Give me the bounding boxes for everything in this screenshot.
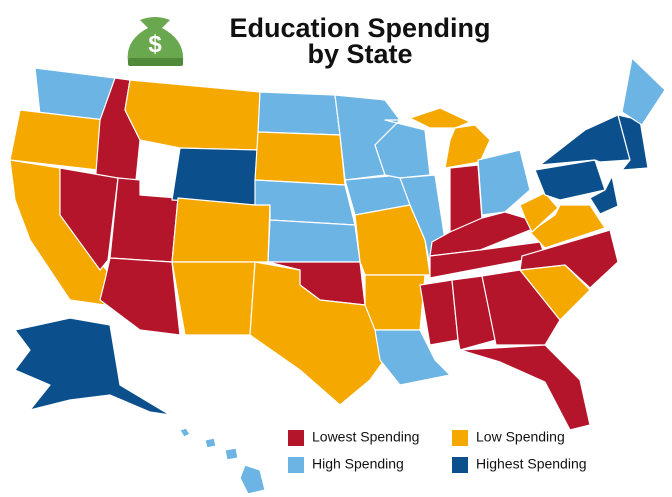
legend-label: Low Spending — [476, 429, 565, 445]
states — [9, 57, 666, 495]
legend-swatch — [452, 457, 468, 473]
state — [254, 131, 346, 186]
state — [481, 269, 561, 346]
state — [171, 261, 256, 336]
state — [451, 275, 497, 351]
state — [14, 317, 171, 416]
state — [374, 329, 451, 386]
legend-swatch — [288, 457, 304, 473]
state — [534, 159, 606, 201]
state — [179, 427, 191, 438]
title-line-1: Education Spending — [230, 13, 491, 43]
state — [529, 204, 606, 249]
state — [59, 167, 119, 271]
title-line-2: by State — [307, 39, 412, 69]
state — [257, 91, 341, 136]
svg-text:$: $ — [148, 31, 162, 58]
state — [589, 175, 619, 215]
state — [519, 229, 619, 289]
state — [459, 344, 591, 431]
legend-label: Highest Spending — [476, 456, 587, 472]
state — [267, 219, 361, 263]
state — [477, 149, 531, 216]
state — [409, 107, 471, 129]
state — [171, 197, 271, 263]
state — [204, 437, 217, 449]
state — [539, 114, 631, 166]
state — [374, 119, 431, 179]
state — [171, 147, 259, 206]
state — [9, 109, 106, 171]
state — [429, 241, 546, 279]
legend-label: High Spending — [312, 456, 404, 472]
state — [621, 57, 666, 126]
state — [519, 192, 559, 233]
money-bag-icon: $ — [127, 17, 184, 66]
state — [124, 79, 261, 151]
legend-swatch — [452, 430, 468, 446]
state — [364, 274, 426, 331]
legend-swatch — [288, 430, 304, 446]
legend: Lowest Spending Low Spending High Spending… — [288, 429, 587, 473]
state — [254, 179, 356, 226]
state — [419, 279, 459, 346]
state — [239, 464, 266, 495]
state — [224, 447, 239, 461]
state — [99, 257, 181, 336]
legend-label: Lowest Spending — [312, 429, 419, 445]
state — [109, 177, 179, 263]
